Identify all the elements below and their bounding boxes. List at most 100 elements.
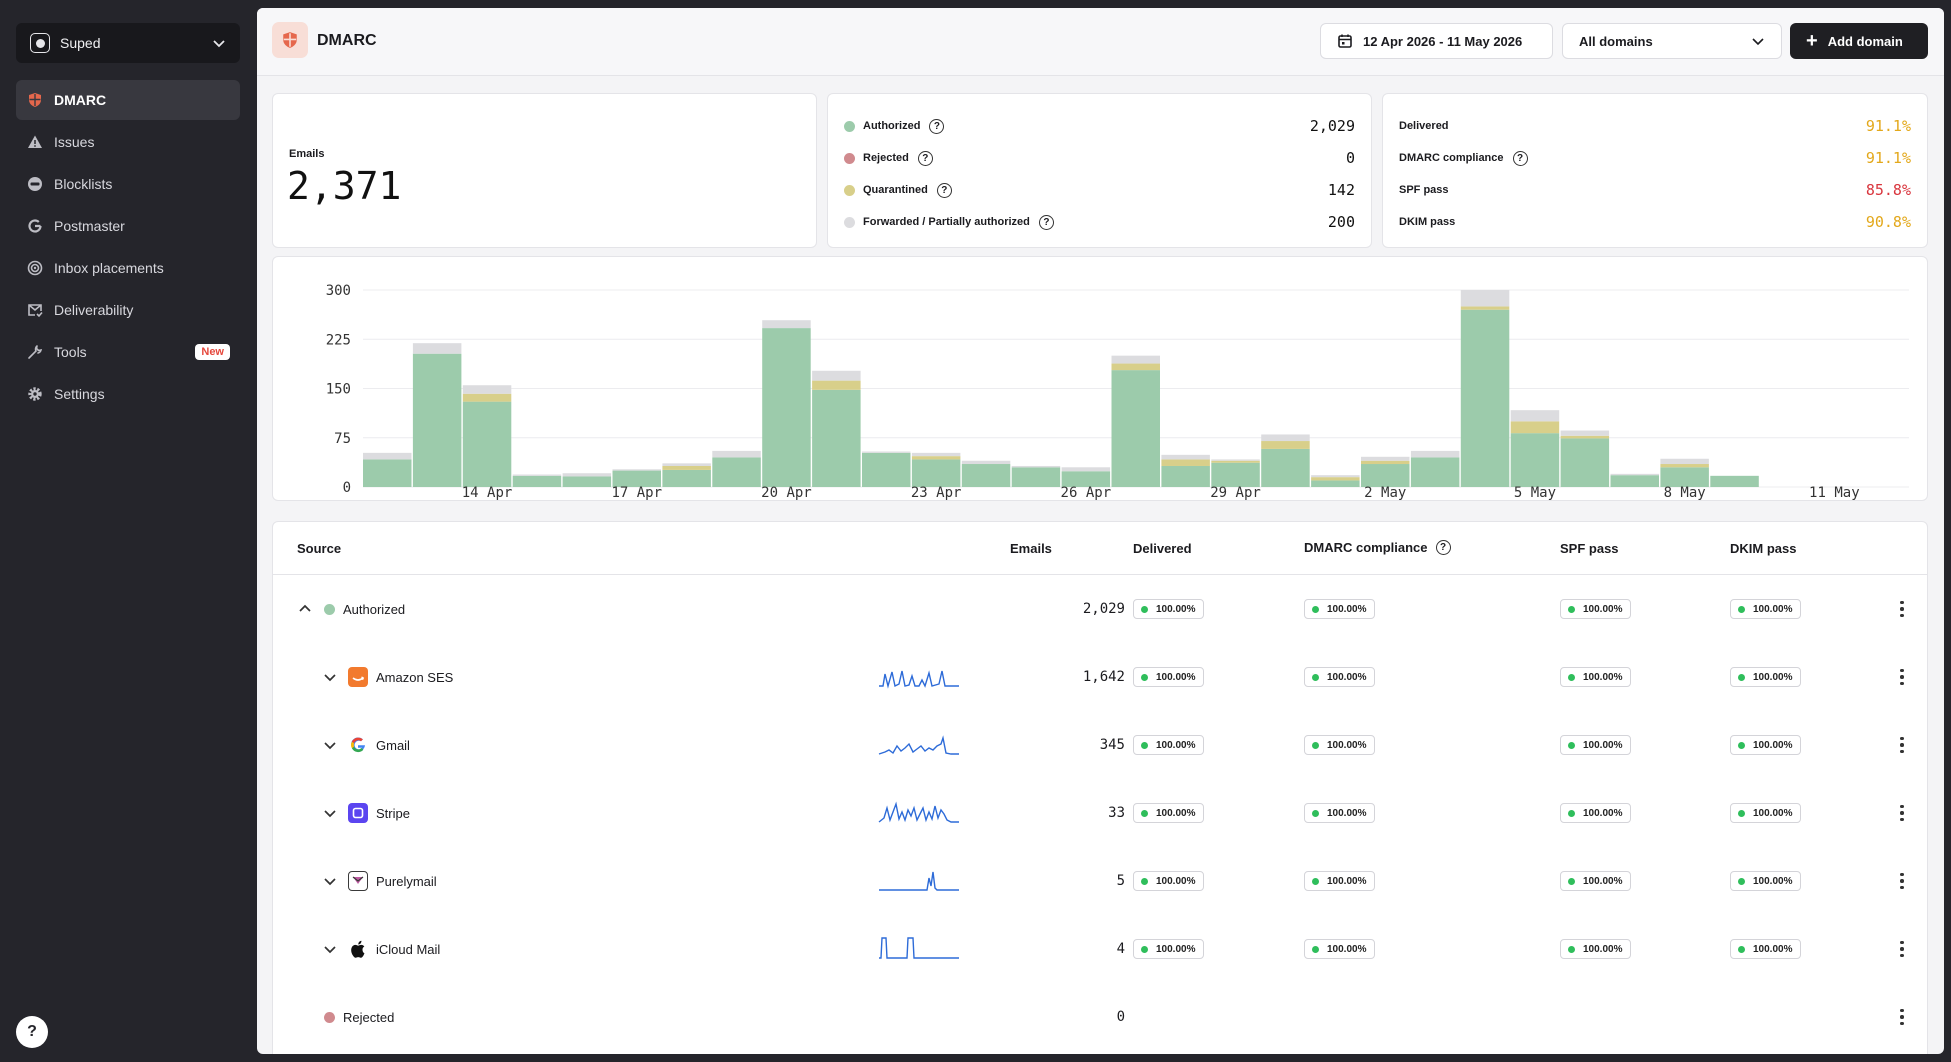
source-name-cell[interactable]: Gmail <box>348 711 410 779</box>
chart-bar-segment <box>462 393 512 402</box>
pass-dot <box>1141 945 1148 953</box>
col-dmarc-compliance[interactable]: DMARC compliance ? <box>1304 540 1451 555</box>
apple-icon <box>348 939 376 959</box>
dmarc-pill: 100.00% <box>1304 735 1376 755</box>
table-row[interactable]: iCloud Mail 4 100.00% 100.00% 100.00% 100.00% <box>273 915 1927 983</box>
help-button[interactable]: ? <box>16 1016 48 1048</box>
sidebar-item-tools[interactable]: Tools New <box>16 332 240 372</box>
dmarc-value: 100.00% <box>1327 739 1367 751</box>
source-name-cell[interactable]: Stripe <box>348 779 410 847</box>
dmarc-pill-cell: 100.00% <box>1304 643 1376 711</box>
x-tick-label: 26 Apr <box>1061 485 1112 501</box>
pass-dot <box>1738 877 1745 885</box>
amazon-icon <box>348 667 376 687</box>
sidebar-item-postmaster[interactable]: Postmaster <box>16 206 240 246</box>
delivered-value: 100.00% <box>1156 671 1196 683</box>
sidebar-item-issues[interactable]: Issues <box>16 122 240 162</box>
table-row[interactable]: Authorized 2,029 100.00% 100.00% 100.00% 100.… <box>273 575 1927 643</box>
sidebar-item-deliverability[interactable]: Deliverability <box>16 290 240 330</box>
table-row[interactable]: Purelymail 5 100.00% 100.00% 100.00% 100.00% <box>273 847 1927 915</box>
pass-dot <box>1312 809 1319 817</box>
help-icon[interactable]: ? <box>936 182 952 198</box>
spf-pill-cell: 100.00% <box>1560 779 1632 847</box>
row-menu-button[interactable] <box>1900 779 1904 847</box>
sidebar-item-blocklists[interactable]: Blocklists <box>16 164 240 204</box>
chart-bar-segment <box>1011 467 1061 487</box>
spf-value: 100.00% <box>1583 739 1623 751</box>
chart-bar-segment <box>363 459 412 487</box>
delivered-pill: 100.00% <box>1133 871 1205 891</box>
spf-pill: 100.00% <box>1560 939 1632 959</box>
chart-bar-segment <box>1460 309 1510 487</box>
sparkline <box>878 779 960 847</box>
table-row[interactable]: Stripe 33 100.00% 100.00% 100.00% 100.00% <box>273 779 1927 847</box>
add-domain-button[interactable]: + Add domain <box>1790 23 1928 59</box>
sidebar-item-settings[interactable]: Settings <box>16 374 240 414</box>
dmarc-value: 100.00% <box>1327 943 1367 955</box>
dkim-pill-cell: 100.00% <box>1730 779 1802 847</box>
delivered-pill: 100.00% <box>1133 803 1205 823</box>
chart-bar-segment <box>1460 290 1510 307</box>
chevron-down-icon[interactable] <box>323 847 337 915</box>
metric-value: 90.8% <box>1865 213 1911 231</box>
sidebar-item-dmarc[interactable]: DMARC <box>16 80 240 120</box>
org-switcher[interactable]: Suped <box>16 23 240 63</box>
chevron-down-icon[interactable] <box>323 711 337 779</box>
col-dkim-pass[interactable]: DKIM pass <box>1730 541 1797 556</box>
row-menu-button[interactable] <box>1900 915 1904 983</box>
col-delivered[interactable]: Delivered <box>1133 541 1192 556</box>
chart-bar-segment <box>1361 464 1410 487</box>
table-row[interactable]: Amazon SES 1,642 100.00% 100.00% 100.00% 100.… <box>273 643 1927 711</box>
sidebar-item-inbox-placements[interactable]: Inbox placements <box>16 248 240 288</box>
chart-bar-segment <box>1161 454 1210 460</box>
chart-bar-segment <box>812 389 861 487</box>
help-icon[interactable]: ? <box>917 150 933 166</box>
source-name-cell[interactable]: iCloud Mail <box>348 915 440 983</box>
row-menu-button[interactable] <box>1900 983 1904 1051</box>
row-menu-button[interactable] <box>1900 643 1904 711</box>
dmarc-pill: 100.00% <box>1304 939 1376 959</box>
spf-value: 100.00% <box>1583 875 1623 887</box>
table-row[interactable]: Rejected 0 <box>273 983 1927 1051</box>
chart-bar-segment <box>662 465 711 470</box>
source-name-cell[interactable]: Purelymail <box>348 847 437 915</box>
wrench-icon <box>26 343 44 361</box>
dkim-pill: 100.00% <box>1730 871 1802 891</box>
source-name: Purelymail <box>376 873 437 889</box>
help-icon[interactable]: ? <box>929 118 945 134</box>
table-row[interactable]: Gmail 345 100.00% 100.00% 100.00% 100.00% <box>273 711 1927 779</box>
status-row-rejected: Rejected ? 0 <box>844 142 1355 174</box>
chevron-down-icon[interactable] <box>323 915 337 983</box>
row-menu-button[interactable] <box>1900 711 1904 779</box>
col-source[interactable]: Source <box>297 541 342 556</box>
source-name-cell[interactable]: Amazon SES <box>348 643 453 711</box>
col-spf-pass[interactable]: SPF pass <box>1560 541 1619 556</box>
chart-bar-segment <box>812 380 861 390</box>
chevron-down-icon[interactable] <box>323 643 337 711</box>
emails-count: 0 <box>1116 1009 1125 1025</box>
pass-dot <box>1568 945 1575 953</box>
pass-dot <box>1141 605 1148 613</box>
delivered-pill: 100.00% <box>1133 599 1205 619</box>
spf-pill-cell: 100.00% <box>1560 643 1632 711</box>
status-row-quarantined: Quarantined ? 142 <box>844 174 1355 206</box>
chart-bar-segment <box>762 328 811 487</box>
sidebar-nav: DMARC Issues Blocklists Postmaster Inbox… <box>16 80 240 416</box>
date-range-picker[interactable]: 12 Apr 2026 - 11 May 2026 <box>1320 23 1553 59</box>
chevron-down-icon[interactable] <box>323 779 337 847</box>
pass-dot <box>1568 877 1575 885</box>
row-menu-button[interactable] <box>1900 847 1904 915</box>
help-icon[interactable]: ? <box>1512 150 1528 166</box>
dkim-value: 100.00% <box>1753 671 1793 683</box>
domain-select[interactable]: All domains <box>1562 23 1782 59</box>
row-menu-button[interactable] <box>1900 575 1904 643</box>
chart-bar-segment <box>1211 459 1260 461</box>
chevron-up-icon[interactable] <box>298 575 312 643</box>
spf-pill-cell: 100.00% <box>1560 711 1632 779</box>
col-emails[interactable]: Emails <box>1010 541 1052 556</box>
pass-dot <box>1738 741 1745 749</box>
dkim-pill-cell: 100.00% <box>1730 847 1802 915</box>
chart-bar-segment <box>1510 410 1560 422</box>
help-icon[interactable]: ? <box>1038 214 1054 230</box>
help-icon[interactable]: ? <box>1435 540 1451 555</box>
